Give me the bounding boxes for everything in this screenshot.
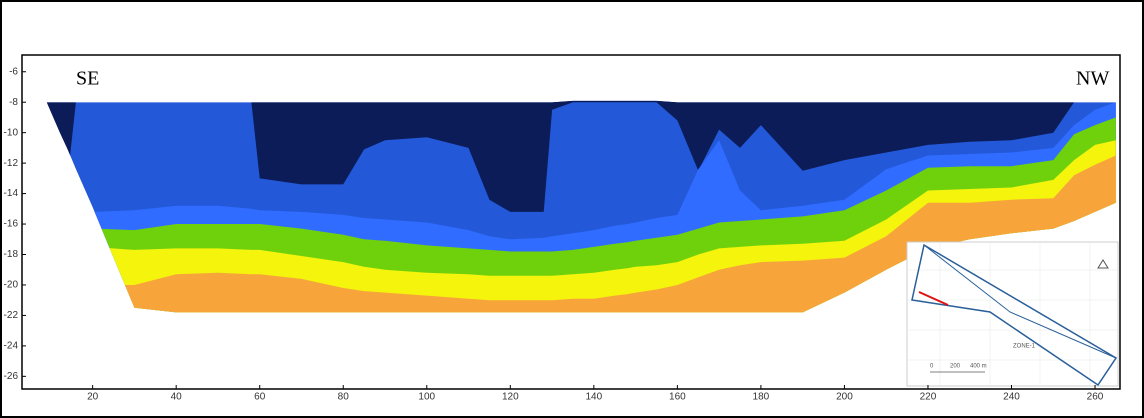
x-tick-label: 80 [338, 392, 350, 403]
layer [46, 102, 1116, 313]
x-tick-label: 120 [502, 392, 519, 403]
x-tick-label: 40 [171, 392, 183, 403]
x-tick-label: 60 [254, 392, 266, 403]
x-tick-label: 200 [836, 392, 853, 403]
left-label: SE [76, 68, 99, 90]
right-label: NW [1076, 68, 1109, 90]
y-tick-label: -14 [4, 188, 19, 199]
layer [46, 117, 1116, 313]
inset-line [923, 244, 1117, 359]
x-tick-label: 100 [418, 392, 435, 403]
plot-frame [21, 54, 1121, 390]
y-tick-label: -8 [9, 97, 18, 108]
y-tick-label: -20 [4, 280, 19, 291]
x-tick-label: 140 [585, 392, 602, 403]
inset-map: 0 200 400 m ZONE-1 [906, 241, 1119, 387]
inset-north [1097, 259, 1109, 269]
inset-scale: 200 [950, 364, 961, 370]
y-tick-label: -10 [4, 127, 19, 138]
x-tick-label: 260 [1087, 392, 1104, 403]
inset-scale: 400 m [970, 364, 987, 370]
inset-grid [907, 242, 1118, 386]
y-tick-label: -12 [4, 158, 19, 169]
inset-zone [911, 243, 1118, 387]
dark-zone [46, 100, 1116, 212]
section [46, 100, 1116, 313]
x-tick-label: 220 [920, 392, 937, 403]
y-tick-label: -6 [9, 66, 18, 77]
y-tick-label: -16 [4, 219, 19, 230]
x-tick-label: 180 [753, 392, 770, 403]
y-tick-label: -18 [4, 249, 19, 260]
inset-bg [906, 241, 1119, 387]
y-tick-label: -24 [4, 341, 19, 352]
x-tick-label: 240 [1003, 392, 1020, 403]
x-tick-label: 160 [669, 392, 686, 403]
inset-section-line [918, 291, 949, 306]
inset-scale: 0 [930, 364, 934, 370]
inset-zone-label: ZONE-1 [1013, 344, 1036, 350]
y-tick-label: -22 [4, 310, 19, 321]
x-tick-label: 20 [87, 392, 99, 403]
y-tick-label: -26 [4, 371, 19, 382]
